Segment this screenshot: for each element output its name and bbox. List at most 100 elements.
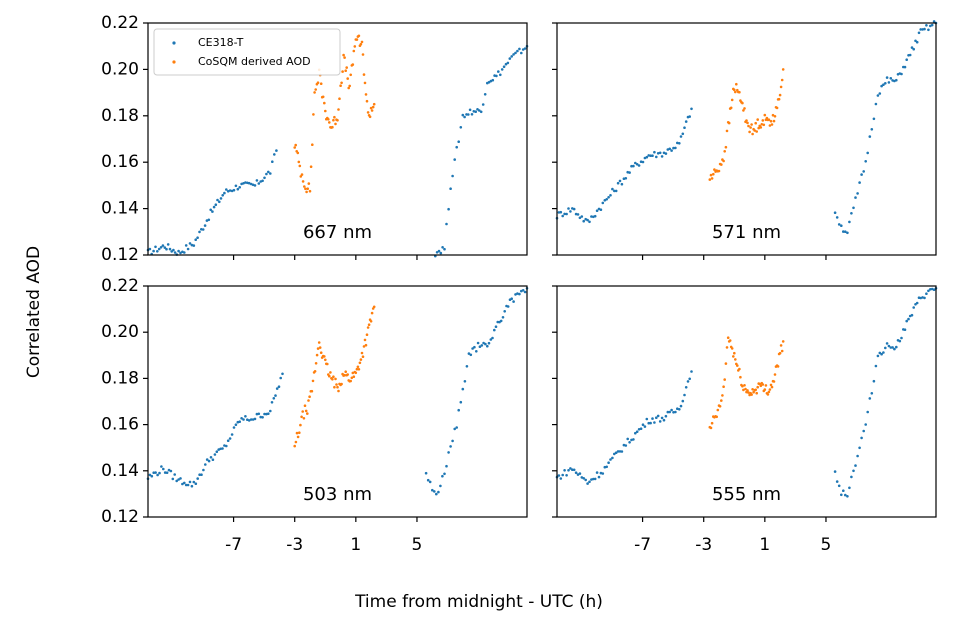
data-point — [343, 373, 346, 377]
data-point — [900, 72, 903, 76]
data-point — [846, 495, 849, 498]
data-point — [900, 336, 903, 340]
legend-box — [153, 28, 341, 76]
data-point — [686, 380, 690, 383]
data-point — [467, 113, 470, 116]
data-point — [257, 412, 261, 416]
legend-label: CE318-T — [198, 36, 244, 49]
data-point — [279, 376, 283, 380]
data-point — [223, 191, 226, 195]
data-point — [234, 423, 238, 427]
data-point — [188, 480, 192, 484]
data-point — [844, 493, 847, 497]
data-point — [275, 387, 279, 390]
data-point — [868, 135, 872, 138]
data-point — [572, 207, 576, 211]
data-point — [281, 372, 284, 376]
data-point — [253, 417, 257, 421]
data-point — [651, 154, 654, 157]
data-point — [468, 108, 472, 112]
data-point — [616, 181, 620, 185]
data-point — [194, 482, 198, 486]
data-point — [331, 378, 334, 381]
data-point — [576, 213, 580, 216]
data-point — [848, 486, 851, 490]
data-point — [314, 88, 318, 91]
data-point — [299, 423, 302, 427]
data-point — [275, 149, 278, 152]
data-point — [186, 247, 190, 251]
data-point — [634, 431, 637, 435]
data-point — [152, 471, 155, 475]
data-point — [304, 409, 308, 413]
data-point — [637, 428, 641, 431]
data-point — [738, 90, 741, 94]
data-point — [773, 115, 777, 118]
data-point — [512, 300, 515, 303]
series-ce318t — [555, 287, 938, 498]
data-point — [347, 86, 351, 90]
data-point — [874, 364, 878, 368]
data-point — [884, 346, 887, 350]
data-point — [741, 101, 744, 105]
data-point — [750, 393, 753, 396]
data-point — [293, 444, 297, 448]
data-point — [683, 393, 686, 397]
data-point — [630, 164, 633, 168]
data-point — [893, 347, 896, 351]
data-point — [479, 110, 483, 114]
data-point — [350, 376, 354, 380]
data-point — [366, 111, 370, 114]
data-point — [478, 109, 481, 112]
data-point — [445, 464, 448, 468]
y-tick-label: 0.22 — [101, 13, 139, 33]
data-point — [653, 421, 656, 424]
data-point — [664, 414, 668, 418]
data-point — [732, 355, 735, 358]
data-point — [751, 132, 754, 136]
data-point — [459, 126, 463, 129]
data-point — [362, 73, 366, 76]
data-point — [766, 393, 770, 396]
data-point — [565, 474, 568, 477]
data-point — [257, 182, 261, 185]
data-point — [171, 477, 175, 481]
data-point — [887, 81, 891, 84]
data-point — [722, 159, 725, 163]
data-point — [175, 479, 178, 483]
data-point — [495, 74, 498, 78]
data-point — [728, 339, 732, 342]
data-point — [181, 482, 184, 486]
data-point — [344, 370, 348, 374]
data-point — [876, 354, 880, 358]
data-point — [866, 410, 869, 414]
data-point — [649, 421, 652, 425]
data-point — [309, 165, 313, 168]
data-point — [487, 341, 491, 345]
data-point — [907, 317, 910, 321]
data-point — [355, 38, 359, 41]
data-point — [658, 420, 662, 423]
data-point — [152, 249, 155, 253]
series-cosqm — [708, 68, 785, 181]
data-point — [927, 289, 930, 293]
data-point — [595, 471, 599, 474]
data-point — [614, 189, 618, 193]
data-point — [516, 49, 519, 53]
data-point — [453, 158, 457, 161]
data-point — [634, 161, 637, 165]
data-point — [761, 119, 765, 122]
data-point — [778, 93, 782, 97]
series-ce318t — [146, 44, 529, 258]
panel-2: 571 nm — [552, 20, 938, 260]
data-point — [760, 123, 764, 126]
data-point — [228, 189, 232, 192]
data-point — [905, 58, 908, 61]
data-point — [725, 346, 729, 349]
series-cosqm — [708, 336, 785, 430]
data-point — [364, 93, 368, 96]
data-point — [762, 123, 766, 127]
panel-3: 0.12 0.14 0.16 0.18 0.20 0.22 -7 -3 1 5 503 nm — [101, 276, 529, 555]
data-point — [494, 325, 498, 329]
